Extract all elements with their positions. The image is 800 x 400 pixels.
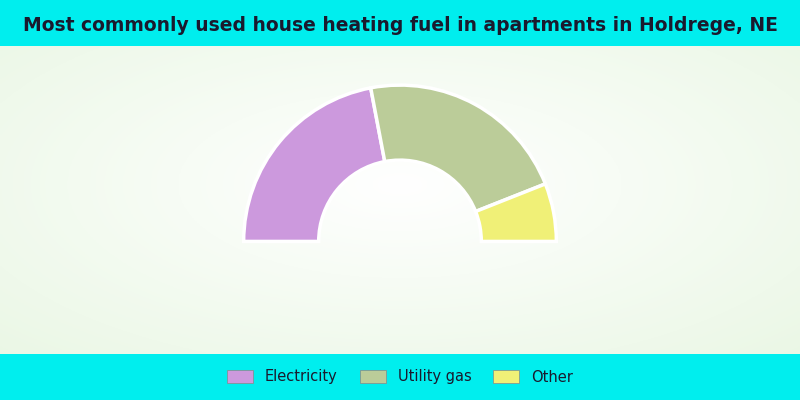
Wedge shape bbox=[370, 85, 546, 212]
Wedge shape bbox=[475, 184, 556, 242]
Legend: Electricity, Utility gas, Other: Electricity, Utility gas, Other bbox=[222, 364, 578, 390]
Wedge shape bbox=[244, 88, 385, 242]
Text: Most commonly used house heating fuel in apartments in Holdrege, NE: Most commonly used house heating fuel in… bbox=[22, 16, 778, 35]
